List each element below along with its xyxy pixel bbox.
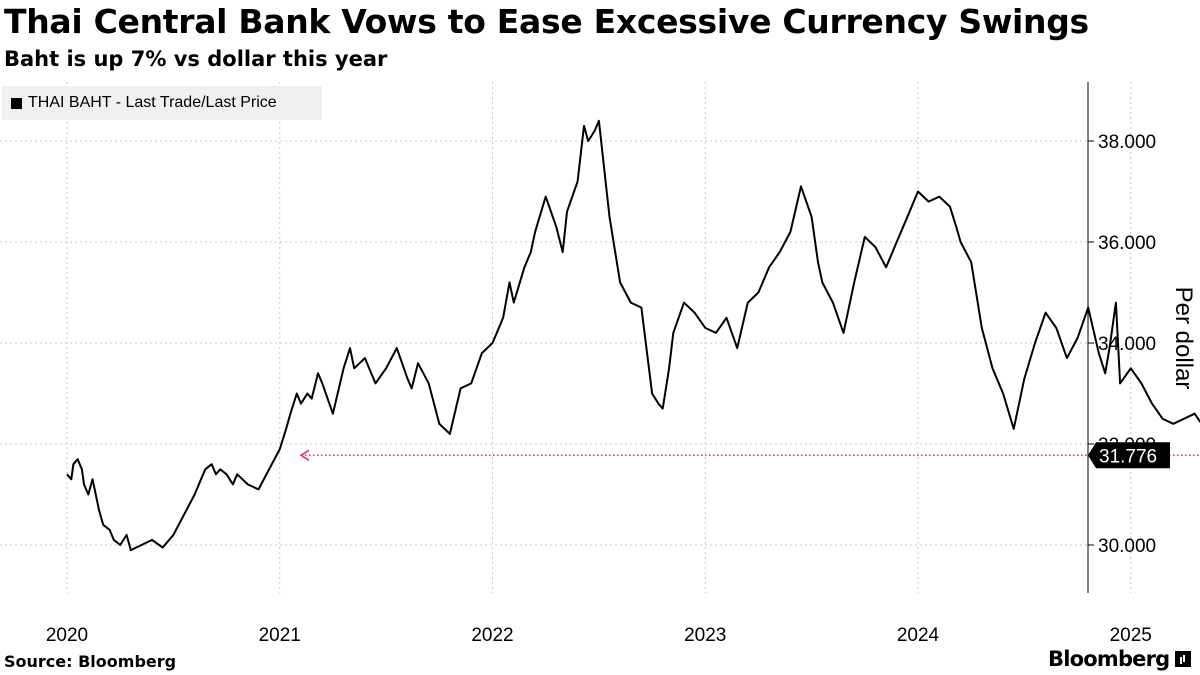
y-tick-label: 34.000 — [1098, 334, 1156, 355]
source-note: Source: Bloomberg — [4, 652, 177, 671]
x-tick-labels: 2020 2021 2022 2023 2024 2025 — [46, 625, 1152, 646]
bloomberg-logo: Bloomberg — [1048, 647, 1192, 671]
legend-label: THAI BAHT - Last Trade/Last Price — [28, 94, 277, 111]
last-value-tag — [1088, 442, 1170, 469]
baht-series-line — [66, 119, 1200, 552]
y-gridlines — [0, 140, 1088, 546]
y-axis — [1087, 82, 1094, 593]
x-tick-label: 2025 — [1110, 625, 1152, 646]
y-tick-label: 30.000 — [1098, 536, 1156, 557]
x-gridlines — [66, 82, 1132, 593]
x-tick-label: 2020 — [46, 625, 88, 646]
x-tick-label: 2024 — [897, 625, 940, 646]
legend: THAI BAHT - Last Trade/Last Price — [2, 86, 322, 120]
x-tick-label: 2022 — [471, 625, 513, 646]
last-value-label: 31.776 — [1099, 446, 1157, 467]
y-axis-title: Per dollar — [1170, 287, 1197, 390]
reference-arrowhead — [299, 449, 310, 461]
chart-title: Thai Central Bank Vows to Ease Excessive… — [4, 2, 1089, 41]
brand-name: Bloomberg — [1048, 647, 1170, 671]
y-tick-label: 36.000 — [1098, 233, 1156, 254]
legend-swatch — [11, 97, 22, 109]
x-tick-label: 2023 — [684, 625, 726, 646]
y-tick-label: 38.000 — [1098, 132, 1156, 153]
series-layer — [66, 119, 1200, 552]
chart-subtitle: Baht is up 7% vs dollar this year — [4, 47, 388, 71]
bloomberg-chart-icon — [1175, 651, 1192, 667]
x-tick-label: 2021 — [259, 625, 301, 646]
